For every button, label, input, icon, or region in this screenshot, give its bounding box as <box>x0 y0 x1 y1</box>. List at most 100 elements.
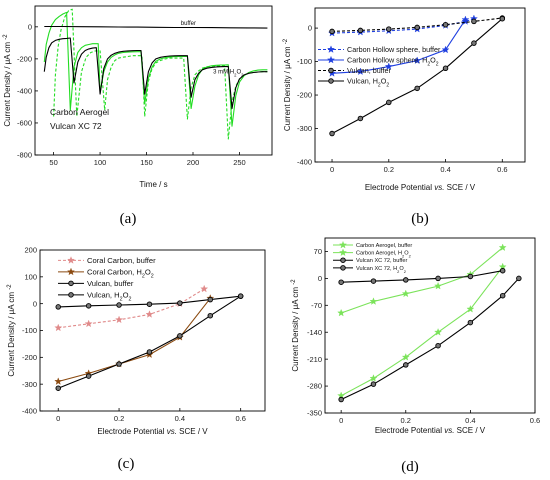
plot-area <box>43 8 268 140</box>
legend-marker <box>68 292 74 298</box>
plot-area <box>54 284 244 391</box>
x-tick-label: 0.6 <box>530 416 540 425</box>
series-line <box>58 297 211 383</box>
series-line <box>340 266 504 397</box>
series-1 <box>328 14 478 37</box>
legend-marker <box>327 45 335 53</box>
data-point <box>471 18 477 25</box>
series-3 <box>338 267 506 285</box>
legend-label: Vulcan, buffer <box>347 66 392 75</box>
data-point <box>442 65 449 72</box>
y-axis-label: Current Density / μA cm -2 <box>291 279 300 372</box>
panel-label: (a) <box>120 211 137 227</box>
series-4 <box>55 293 244 391</box>
data-point <box>384 62 393 70</box>
panel-label: (b) <box>411 211 429 227</box>
data-point <box>516 275 522 282</box>
data-point <box>370 381 377 387</box>
x-tick-label: 200 <box>187 158 200 167</box>
data-point <box>403 362 409 368</box>
legend-label: Vulcan XC 72, H2O2 <box>356 266 406 274</box>
y-tick-label: -200 <box>17 54 32 63</box>
data-point <box>115 315 124 324</box>
x-tick-label: 0.6 <box>235 414 245 423</box>
data-point <box>84 319 93 328</box>
x-tick-label: 0 <box>339 416 343 425</box>
series-3 <box>55 293 244 310</box>
plot-area <box>337 243 522 403</box>
data-point <box>207 296 214 303</box>
data-point <box>369 374 378 382</box>
x-tick-label: 0.4 <box>465 416 475 425</box>
y-tick-label: -400 <box>17 87 32 96</box>
legend-label: Coral Carbon, buffer <box>87 256 156 265</box>
data-point <box>177 300 183 306</box>
data-point <box>441 45 450 54</box>
series-2 <box>54 294 215 385</box>
legend: Carbon Aerogel Vulcan XC 72 <box>50 107 109 131</box>
series-line <box>43 37 268 110</box>
series-2 <box>53 8 268 140</box>
legend-marker <box>67 267 75 276</box>
data-point <box>54 323 63 332</box>
data-point <box>146 349 153 355</box>
plot-frame <box>34 5 273 156</box>
series-line <box>58 288 205 329</box>
data-point <box>467 273 474 280</box>
x-tick-label: 0 <box>56 414 60 423</box>
legend-marker <box>339 248 347 257</box>
legend-label: Vulcan, H2O2 <box>347 77 389 89</box>
x-tick-label: 0.2 <box>401 416 411 425</box>
legend-marker <box>67 256 75 264</box>
panel-label: (d) <box>401 459 419 475</box>
legend: Carbon Aerogel, buffer Carbon Aerogel, H2… <box>333 240 412 274</box>
data-point <box>85 373 92 379</box>
y-tick-label: -800 <box>17 151 32 160</box>
x-tick-label: 0.2 <box>384 165 394 174</box>
y-axis-label: Current Density / μA cm -2 <box>3 34 12 127</box>
data-point <box>414 24 420 31</box>
legend-marker <box>340 265 346 271</box>
data-point <box>403 277 409 283</box>
data-point <box>116 302 122 308</box>
y-tick-label: 100 <box>24 272 37 281</box>
data-point <box>499 267 506 274</box>
legend-label: Carbon Aerogel <box>50 107 109 117</box>
data-point <box>177 333 183 339</box>
y-tick-label: -400 <box>297 158 312 167</box>
x-axis-label: Electrode Potential vs. SCE / V <box>365 183 476 192</box>
data-point <box>116 361 122 367</box>
data-point <box>413 56 422 64</box>
legend-label: Vulcan XC 72 <box>50 121 102 131</box>
x-axis-label: Time / s <box>139 180 167 189</box>
legend-label: Coral Carbon, H2O2 <box>87 268 154 280</box>
data-point <box>435 275 441 282</box>
y-tick-label: 0 <box>308 24 312 33</box>
data-point <box>146 301 153 307</box>
y-tick-label: -300 <box>297 124 312 133</box>
x-tick-label: 0.4 <box>175 414 185 423</box>
legend-label: Vulcan, buffer <box>87 279 134 288</box>
x-axis-label: Electrode Potential vs. SCE / V <box>375 426 486 435</box>
data-point <box>386 26 392 32</box>
legend: Coral Carbon, buffer Coral Carbon, H2O2Vu… <box>58 256 156 303</box>
data-point <box>357 115 364 122</box>
annotation: 3 mM H2O2 <box>213 69 244 77</box>
y-tick-label: 0 <box>318 274 322 283</box>
y-tick-label: -300 <box>22 380 37 389</box>
series-line <box>53 8 268 140</box>
series-line <box>341 247 504 314</box>
series-3 <box>329 15 506 35</box>
y-tick-label: -70 <box>311 301 322 310</box>
data-point <box>329 130 335 137</box>
series-line <box>331 19 466 74</box>
data-point <box>435 342 441 349</box>
legend: Carbon Hollow sphere, buffer Carbon Hollo… <box>318 45 441 89</box>
data-point <box>401 289 410 298</box>
series-line <box>43 11 268 127</box>
data-point <box>434 328 443 336</box>
y-axis-label: Current Density / μA cm -2 <box>7 284 16 377</box>
legend-marker <box>328 78 334 84</box>
y-tick-label: -140 <box>307 328 322 337</box>
